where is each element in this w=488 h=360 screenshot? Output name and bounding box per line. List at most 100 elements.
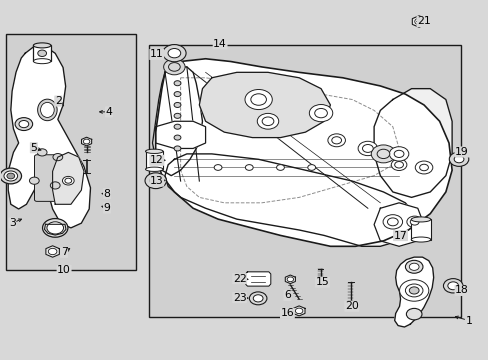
Circle shape xyxy=(145,173,166,189)
Ellipse shape xyxy=(145,149,163,153)
Circle shape xyxy=(168,63,180,71)
Circle shape xyxy=(29,177,39,184)
Circle shape xyxy=(382,215,402,229)
Bar xyxy=(410,220,430,239)
Circle shape xyxy=(244,90,272,109)
Circle shape xyxy=(47,222,63,234)
Circle shape xyxy=(408,263,418,270)
Circle shape xyxy=(414,161,432,174)
Circle shape xyxy=(7,173,15,179)
Ellipse shape xyxy=(41,102,54,117)
Circle shape xyxy=(448,152,468,166)
Ellipse shape xyxy=(33,59,51,64)
Polygon shape xyxy=(394,257,433,327)
Ellipse shape xyxy=(410,217,430,222)
Circle shape xyxy=(414,18,423,24)
FancyBboxPatch shape xyxy=(35,155,68,201)
Polygon shape xyxy=(164,154,414,246)
Bar xyxy=(145,151,163,169)
Bar xyxy=(5,35,136,270)
Circle shape xyxy=(405,260,422,273)
Circle shape xyxy=(48,248,57,255)
Circle shape xyxy=(399,280,428,301)
Circle shape xyxy=(42,219,68,237)
Text: 15: 15 xyxy=(315,277,329,287)
Circle shape xyxy=(406,216,422,228)
Circle shape xyxy=(0,168,21,184)
Circle shape xyxy=(250,94,266,105)
Polygon shape xyxy=(411,16,425,27)
Text: 6: 6 xyxy=(284,291,290,301)
Circle shape xyxy=(163,59,185,75)
Text: 11: 11 xyxy=(149,49,163,59)
Circle shape xyxy=(50,182,60,189)
Text: 12: 12 xyxy=(149,155,163,165)
Circle shape xyxy=(376,149,389,158)
Circle shape xyxy=(394,162,403,168)
Polygon shape xyxy=(155,121,205,148)
Circle shape xyxy=(327,134,345,147)
Circle shape xyxy=(65,178,72,183)
Polygon shape xyxy=(81,137,91,146)
Circle shape xyxy=(174,113,181,118)
Text: 21: 21 xyxy=(416,17,430,27)
Text: 22: 22 xyxy=(232,274,246,284)
Circle shape xyxy=(386,218,397,226)
Circle shape xyxy=(174,103,181,108)
Circle shape xyxy=(249,292,266,305)
Circle shape xyxy=(314,108,327,118)
Ellipse shape xyxy=(145,167,163,171)
Polygon shape xyxy=(245,272,270,286)
Circle shape xyxy=(405,284,422,297)
Circle shape xyxy=(408,287,418,294)
Text: 14: 14 xyxy=(213,39,226,49)
Ellipse shape xyxy=(410,237,430,242)
Circle shape xyxy=(393,150,403,157)
Circle shape xyxy=(245,165,253,170)
Circle shape xyxy=(453,156,463,163)
Circle shape xyxy=(253,295,263,302)
Circle shape xyxy=(83,139,90,144)
Polygon shape xyxy=(155,59,451,246)
Circle shape xyxy=(307,165,315,170)
Text: 7: 7 xyxy=(61,247,67,257)
Polygon shape xyxy=(180,78,398,203)
Circle shape xyxy=(174,124,181,129)
Circle shape xyxy=(37,149,47,156)
Circle shape xyxy=(388,147,408,161)
Polygon shape xyxy=(285,275,295,284)
Polygon shape xyxy=(199,72,330,138)
Ellipse shape xyxy=(38,99,57,121)
Circle shape xyxy=(19,121,29,128)
Polygon shape xyxy=(46,246,59,257)
Circle shape xyxy=(62,176,74,185)
Circle shape xyxy=(168,49,181,58)
Circle shape xyxy=(262,117,273,126)
Polygon shape xyxy=(293,306,305,316)
Circle shape xyxy=(331,137,341,144)
Circle shape xyxy=(15,118,33,131)
Circle shape xyxy=(409,219,418,225)
Text: 2: 2 xyxy=(55,96,61,106)
Circle shape xyxy=(443,279,462,293)
Text: 16: 16 xyxy=(280,309,294,318)
Text: 9: 9 xyxy=(103,203,110,213)
Circle shape xyxy=(163,45,186,62)
Text: 13: 13 xyxy=(149,176,163,186)
Polygon shape xyxy=(373,89,451,197)
Text: 17: 17 xyxy=(393,231,407,240)
Ellipse shape xyxy=(33,43,51,48)
Text: 1: 1 xyxy=(465,316,471,325)
Circle shape xyxy=(174,146,181,151)
Text: 8: 8 xyxy=(103,189,110,199)
Circle shape xyxy=(370,145,395,163)
Circle shape xyxy=(174,135,181,140)
Polygon shape xyxy=(373,203,423,246)
Bar xyxy=(33,45,51,61)
Circle shape xyxy=(390,159,406,171)
Circle shape xyxy=(174,81,181,86)
Circle shape xyxy=(406,309,421,320)
Text: 18: 18 xyxy=(454,285,468,296)
Text: 10: 10 xyxy=(57,265,71,275)
Circle shape xyxy=(447,282,458,290)
